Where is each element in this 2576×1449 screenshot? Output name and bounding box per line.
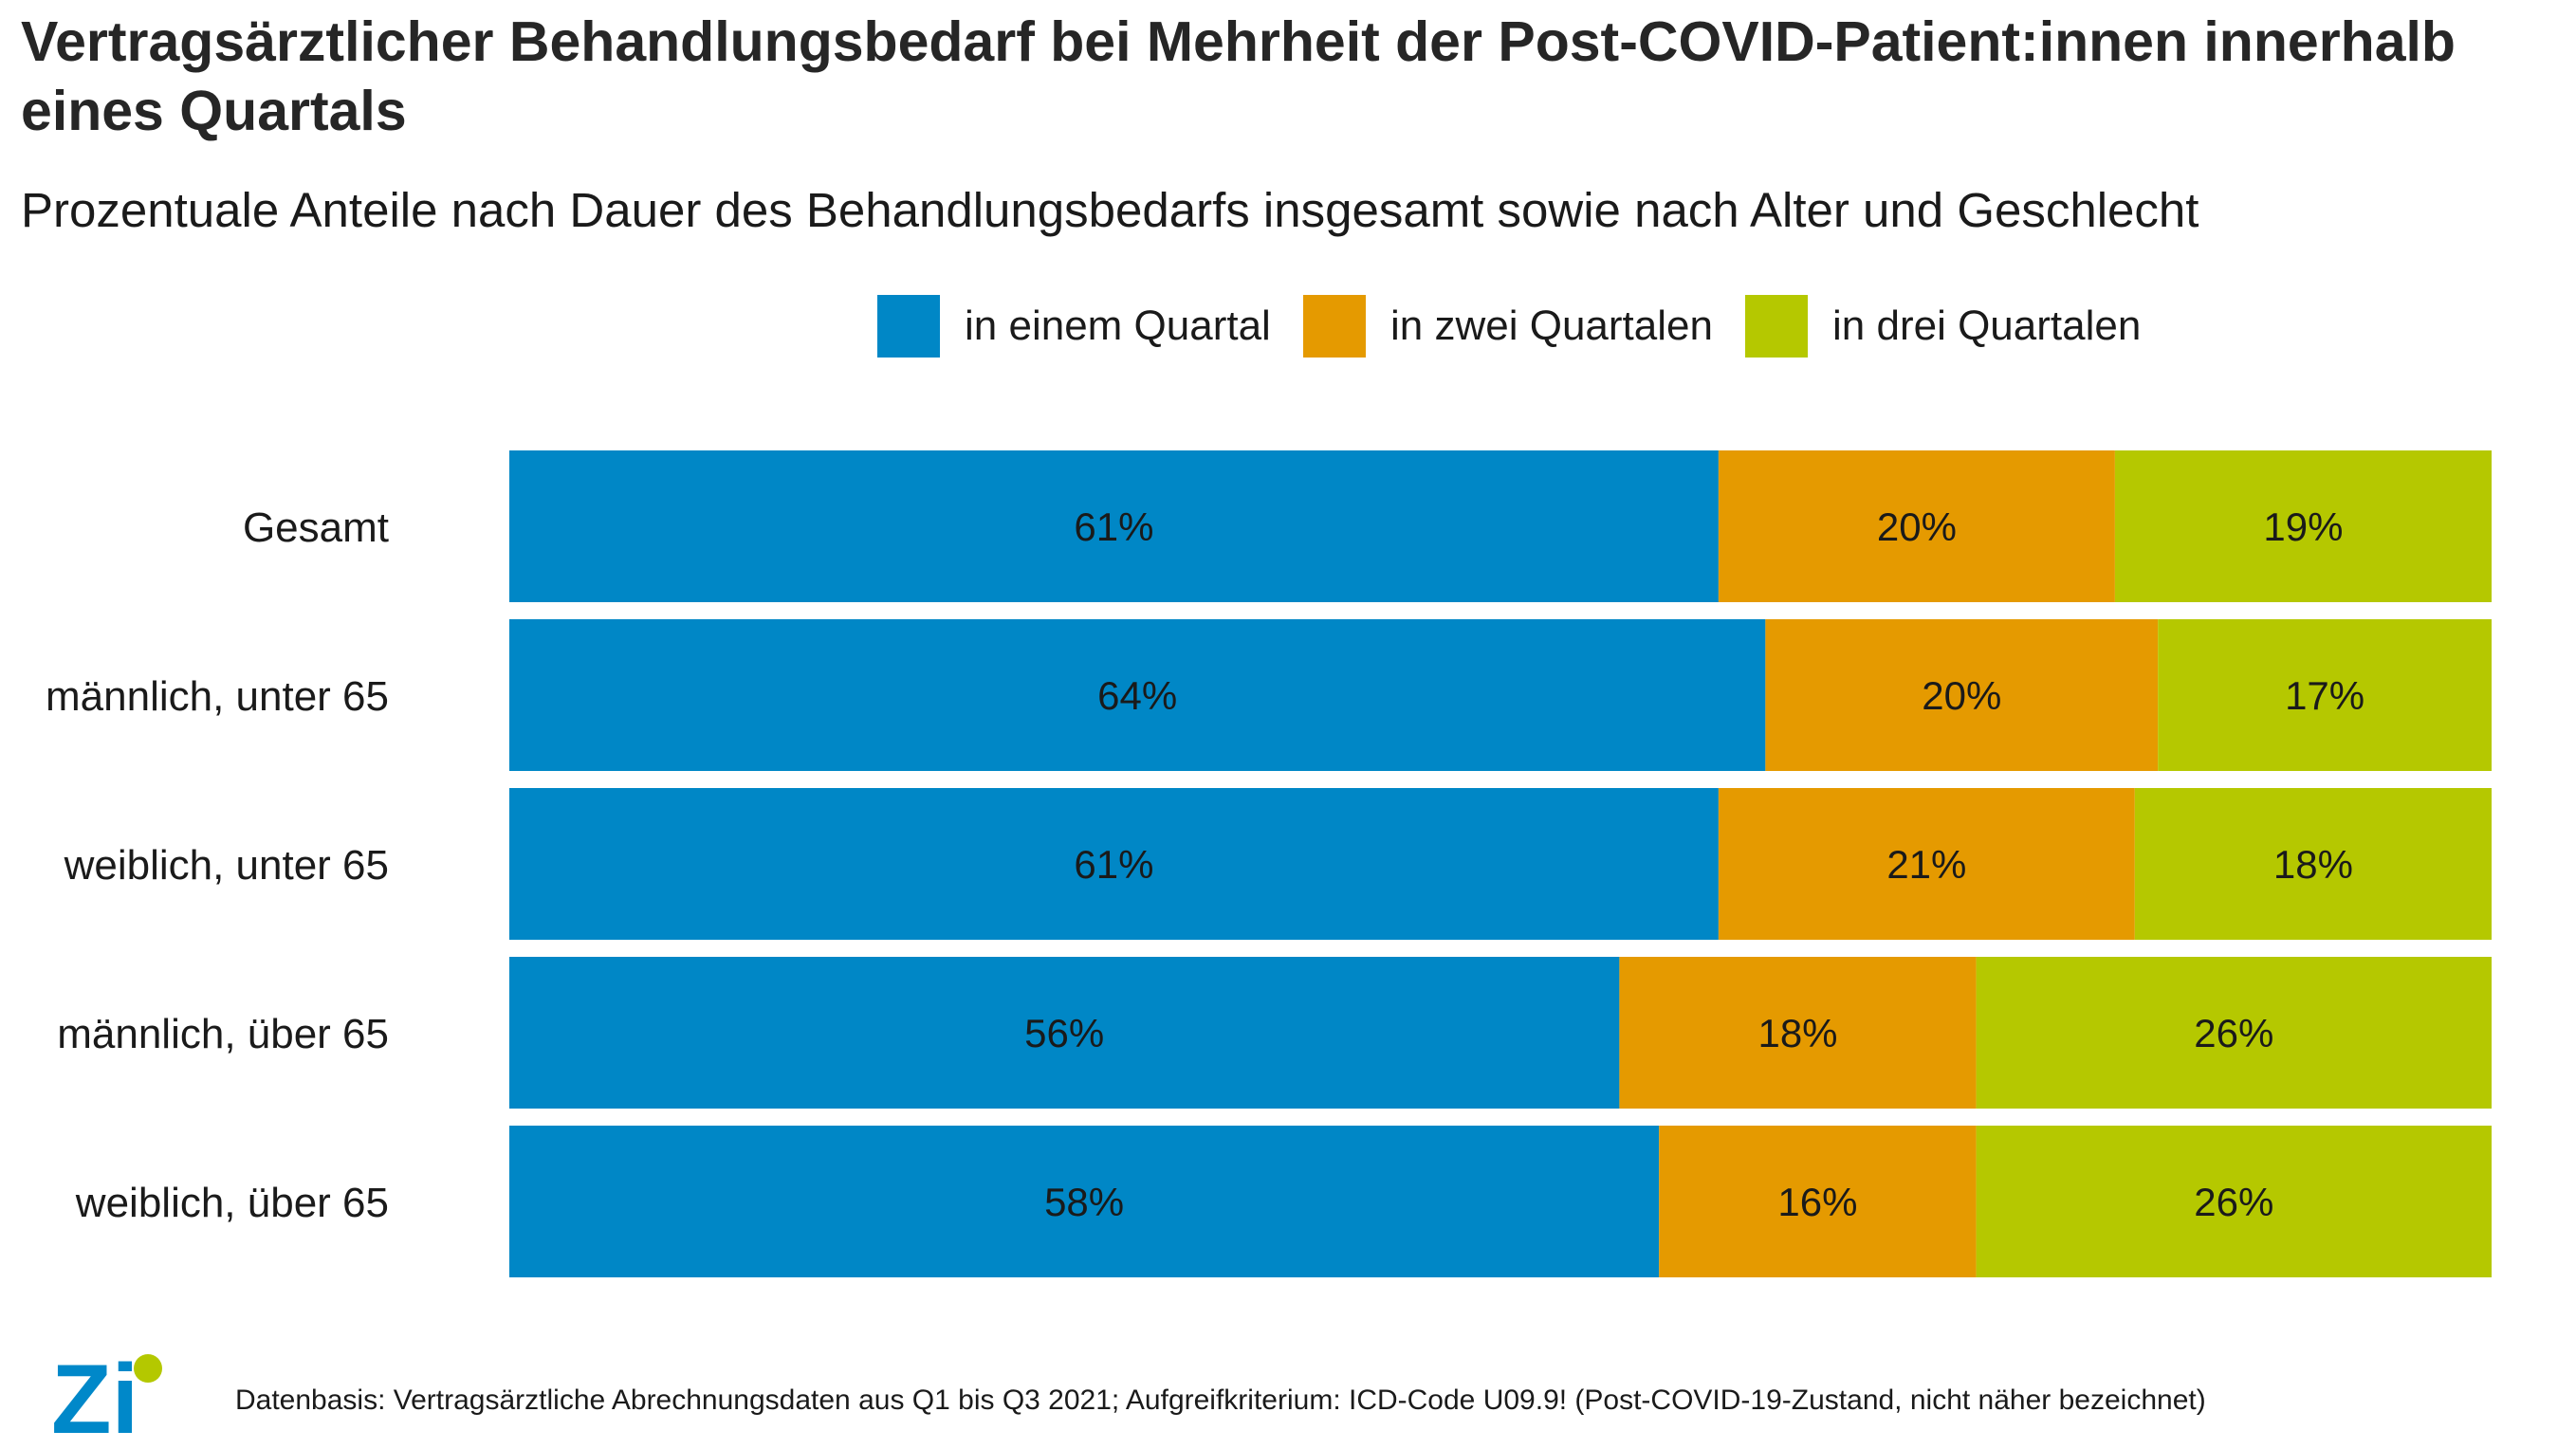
chart-legend: in einem Quartal in zwei Quartalen in drei…	[877, 295, 2141, 358]
logo-dot	[134, 1354, 162, 1383]
data-label-maennlich-unter-65-in-drei-quartalen: 17%	[2285, 673, 2364, 718]
data-label-maennlich-ueber-65-in-zwei-quartalen: 18%	[1757, 1011, 1837, 1055]
chart-title: Vertragsärztlicher Behandlungsbedarf bei…	[21, 10, 2456, 142]
data-label-maennlich-unter-65-in-zwei-quartalen: 20%	[1922, 673, 2001, 718]
data-label-gesamt-in-zwei-quartalen: 20%	[1877, 504, 1957, 549]
legend-label-in-einem-quartal: in einem Quartal	[965, 303, 1271, 349]
bar-segment-maennlich-ueber-65-in-einem-quartal	[509, 957, 1620, 1109]
bar-segment-gesamt-in-zwei-quartalen	[1718, 450, 2115, 602]
data-label-weiblich-unter-65-in-drei-quartalen: 18%	[2273, 842, 2353, 887]
bar-segment-maennlich-unter-65-in-drei-quartalen	[2158, 619, 2492, 771]
chart-subtitle: Prozentuale Anteile nach Dauer des Behan…	[21, 183, 2199, 237]
bar-segment-weiblich-ueber-65-in-zwei-quartalen	[1659, 1126, 1977, 1277]
data-label-weiblich-unter-65-in-einem-quartal: 61%	[1074, 842, 1153, 887]
data-label-maennlich-ueber-65-in-einem-quartal: 56%	[1024, 1011, 1104, 1055]
category-label-weiblich-unter-65: weiblich, unter 65	[64, 842, 389, 889]
chart-bars: 61% 20% 19% 64% 20% 17% 61% 21% 18% 56% 18% 26% 58% 1…	[509, 450, 2492, 1277]
zi-logo: Zi	[51, 1351, 162, 1437]
bar-segment-weiblich-ueber-65-in-einem-quartal	[509, 1126, 1660, 1277]
category-label-maennlich-unter-65: männlich, unter 65	[46, 673, 389, 720]
logo-letters: Zi	[51, 1351, 138, 1437]
bar-segment-maennlich-unter-65-in-zwei-quartalen	[1765, 619, 2159, 771]
bar-segment-maennlich-unter-65-in-einem-quartal	[509, 619, 1766, 771]
legend-label-in-drei-quartalen: in drei Quartalen	[1832, 303, 2141, 349]
data-label-gesamt-in-drei-quartalen: 19%	[2263, 504, 2343, 549]
data-label-weiblich-ueber-65-in-zwei-quartalen: 16%	[1777, 1180, 1857, 1224]
bar-segment-weiblich-unter-65-in-drei-quartalen	[2134, 788, 2492, 940]
bar-segment-maennlich-ueber-65-in-drei-quartalen	[1976, 957, 2492, 1109]
category-label-maennlich-ueber-65: männlich, über 65	[57, 1011, 389, 1057]
data-label-gesamt-in-einem-quartal: 61%	[1074, 504, 1153, 549]
bar-segment-gesamt-in-einem-quartal	[509, 450, 1719, 602]
bar-segment-maennlich-ueber-65-in-zwei-quartalen	[1619, 957, 1977, 1109]
data-label-maennlich-ueber-65-in-drei-quartalen: 26%	[2194, 1011, 2273, 1055]
category-axis: Gesamt männlich, unter 65 weiblich, unter …	[46, 504, 389, 1226]
data-label-maennlich-unter-65-in-einem-quartal: 64%	[1097, 673, 1177, 718]
data-source-footnote: Datenbasis: Vertragsärztliche Abrechnung…	[235, 1385, 2206, 1416]
bar-segment-weiblich-unter-65-in-zwei-quartalen	[1718, 788, 2135, 940]
bar-segment-gesamt-in-drei-quartalen	[2114, 450, 2492, 602]
data-label-weiblich-ueber-65-in-einem-quartal: 58%	[1044, 1180, 1124, 1224]
legend-label-in-zwei-quartalen: in zwei Quartalen	[1390, 303, 1713, 349]
bar-segment-weiblich-unter-65-in-einem-quartal	[509, 788, 1719, 940]
data-label-weiblich-unter-65-in-zwei-quartalen: 21%	[1886, 842, 1966, 887]
category-label-weiblich-ueber-65: weiblich, über 65	[75, 1180, 389, 1226]
bar-segment-weiblich-ueber-65-in-drei-quartalen	[1976, 1126, 2492, 1277]
legend-swatch-in-drei-quartalen	[1745, 295, 1808, 358]
legend-swatch-in-zwei-quartalen	[1303, 295, 1366, 358]
legend-swatch-in-einem-quartal	[877, 295, 940, 358]
category-label-gesamt: Gesamt	[243, 504, 389, 551]
data-label-weiblich-ueber-65-in-drei-quartalen: 26%	[2194, 1180, 2273, 1224]
